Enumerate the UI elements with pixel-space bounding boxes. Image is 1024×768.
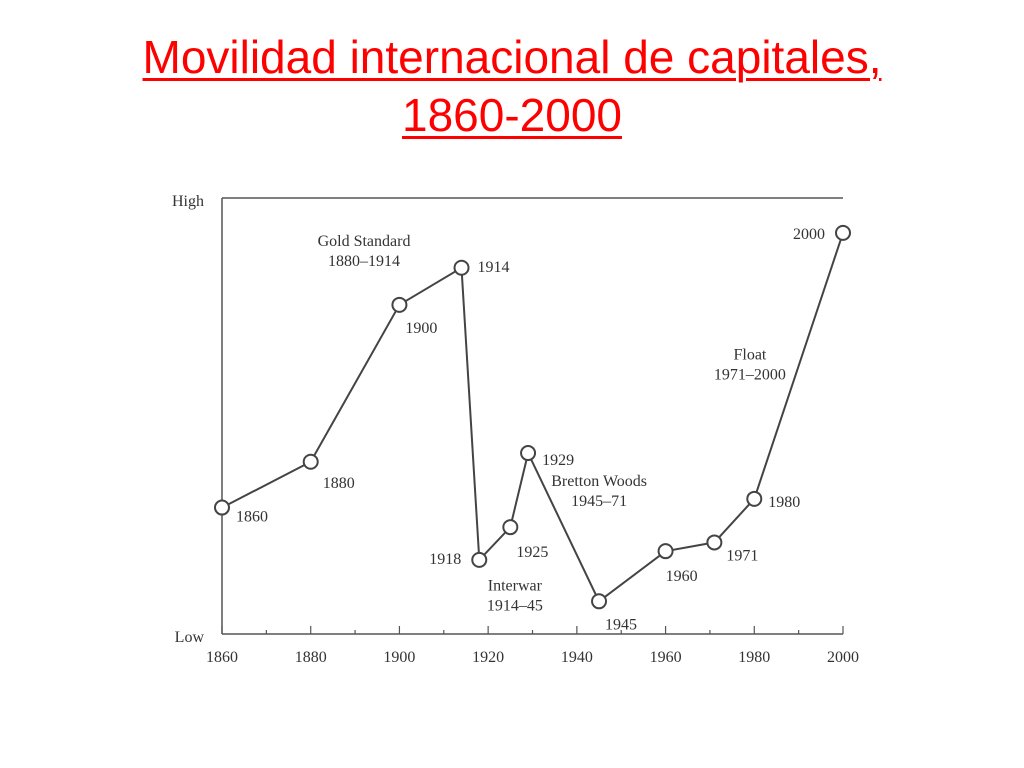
data-point-label: 1918 [429,551,461,568]
x-tick-label: 1880 [295,649,327,666]
slide-title-line-1: Movilidad internacional de capitales, [142,31,882,83]
data-point-label: 1960 [666,568,698,585]
data-point-label: 1929 [542,452,574,469]
y-tick-label: High [172,193,204,210]
era-annotation-line: Interwar [488,577,543,594]
data-point-label: 1860 [236,509,268,526]
data-point-label: 1980 [768,494,800,511]
data-point-label: 1914 [478,259,510,276]
data-point-marker [657,543,674,560]
era-annotations: Gold Standard 1880–1914 Interwar 1914–45 Bre… [318,233,786,614]
data-point-marker [706,534,723,551]
era-annotation-line: Bretton Woods [551,473,647,490]
data-point-label: 1880 [323,475,355,492]
data-point-marker [520,445,537,462]
data-point-label: 1945 [605,616,637,633]
era-annotation-line: Gold Standard [318,233,411,250]
era-annotation-line: 1971–2000 [714,366,786,383]
data-point-marker [471,551,488,568]
era-annotation: Gold Standard 1880–1914 [318,233,411,270]
x-tick-label: 1940 [561,649,593,666]
data-point-marker [502,519,519,536]
era-annotation-line: 1914–45 [487,597,543,614]
data-point-marker [591,593,608,610]
data-point-marker [214,499,230,516]
era-annotation: Float 1971–2000 [714,346,786,383]
x-tick-label: 1960 [650,649,682,666]
data-point-label: 1900 [405,320,437,337]
slide-title: Movilidad internacional de capitales, 18… [0,28,1024,144]
slide-title-line-2: 1860-2000 [402,89,622,141]
x-tick-label: 1900 [383,649,415,666]
data-point-marker [746,490,763,507]
data-points [214,224,851,610]
era-annotation: Bretton Woods 1945–71 [551,473,647,510]
y-tick-label: Low [175,629,205,646]
tick-labels: 1860 1880 1900 1920 1940 1960 1980 2000 High Low [172,193,859,666]
x-tick-label: 1980 [738,649,770,666]
era-annotation-line: 1945–71 [571,493,627,510]
data-point-marker [391,296,408,313]
era-annotation-line: Float [733,346,766,363]
x-tick-label: 1920 [472,649,504,666]
point-labels: 1860 1880 1900 1914 1918 1925 1929 1945 1960 1971… [236,226,825,633]
axes [221,197,843,635]
tick-marks [221,626,844,634]
data-point-marker [453,259,470,276]
data-point-label: 2000 [793,226,825,243]
data-point-label: 1925 [516,544,548,561]
era-annotation-line: 1880–1914 [328,253,400,270]
data-point-label: 1971 [726,547,758,564]
era-annotation: Interwar 1914–45 [487,577,543,614]
x-tick-label: 2000 [827,649,859,666]
data-point-marker [302,453,319,470]
data-point-marker [835,224,851,241]
x-tick-label: 1860 [206,649,238,666]
series [221,232,844,603]
series-line [221,232,844,603]
